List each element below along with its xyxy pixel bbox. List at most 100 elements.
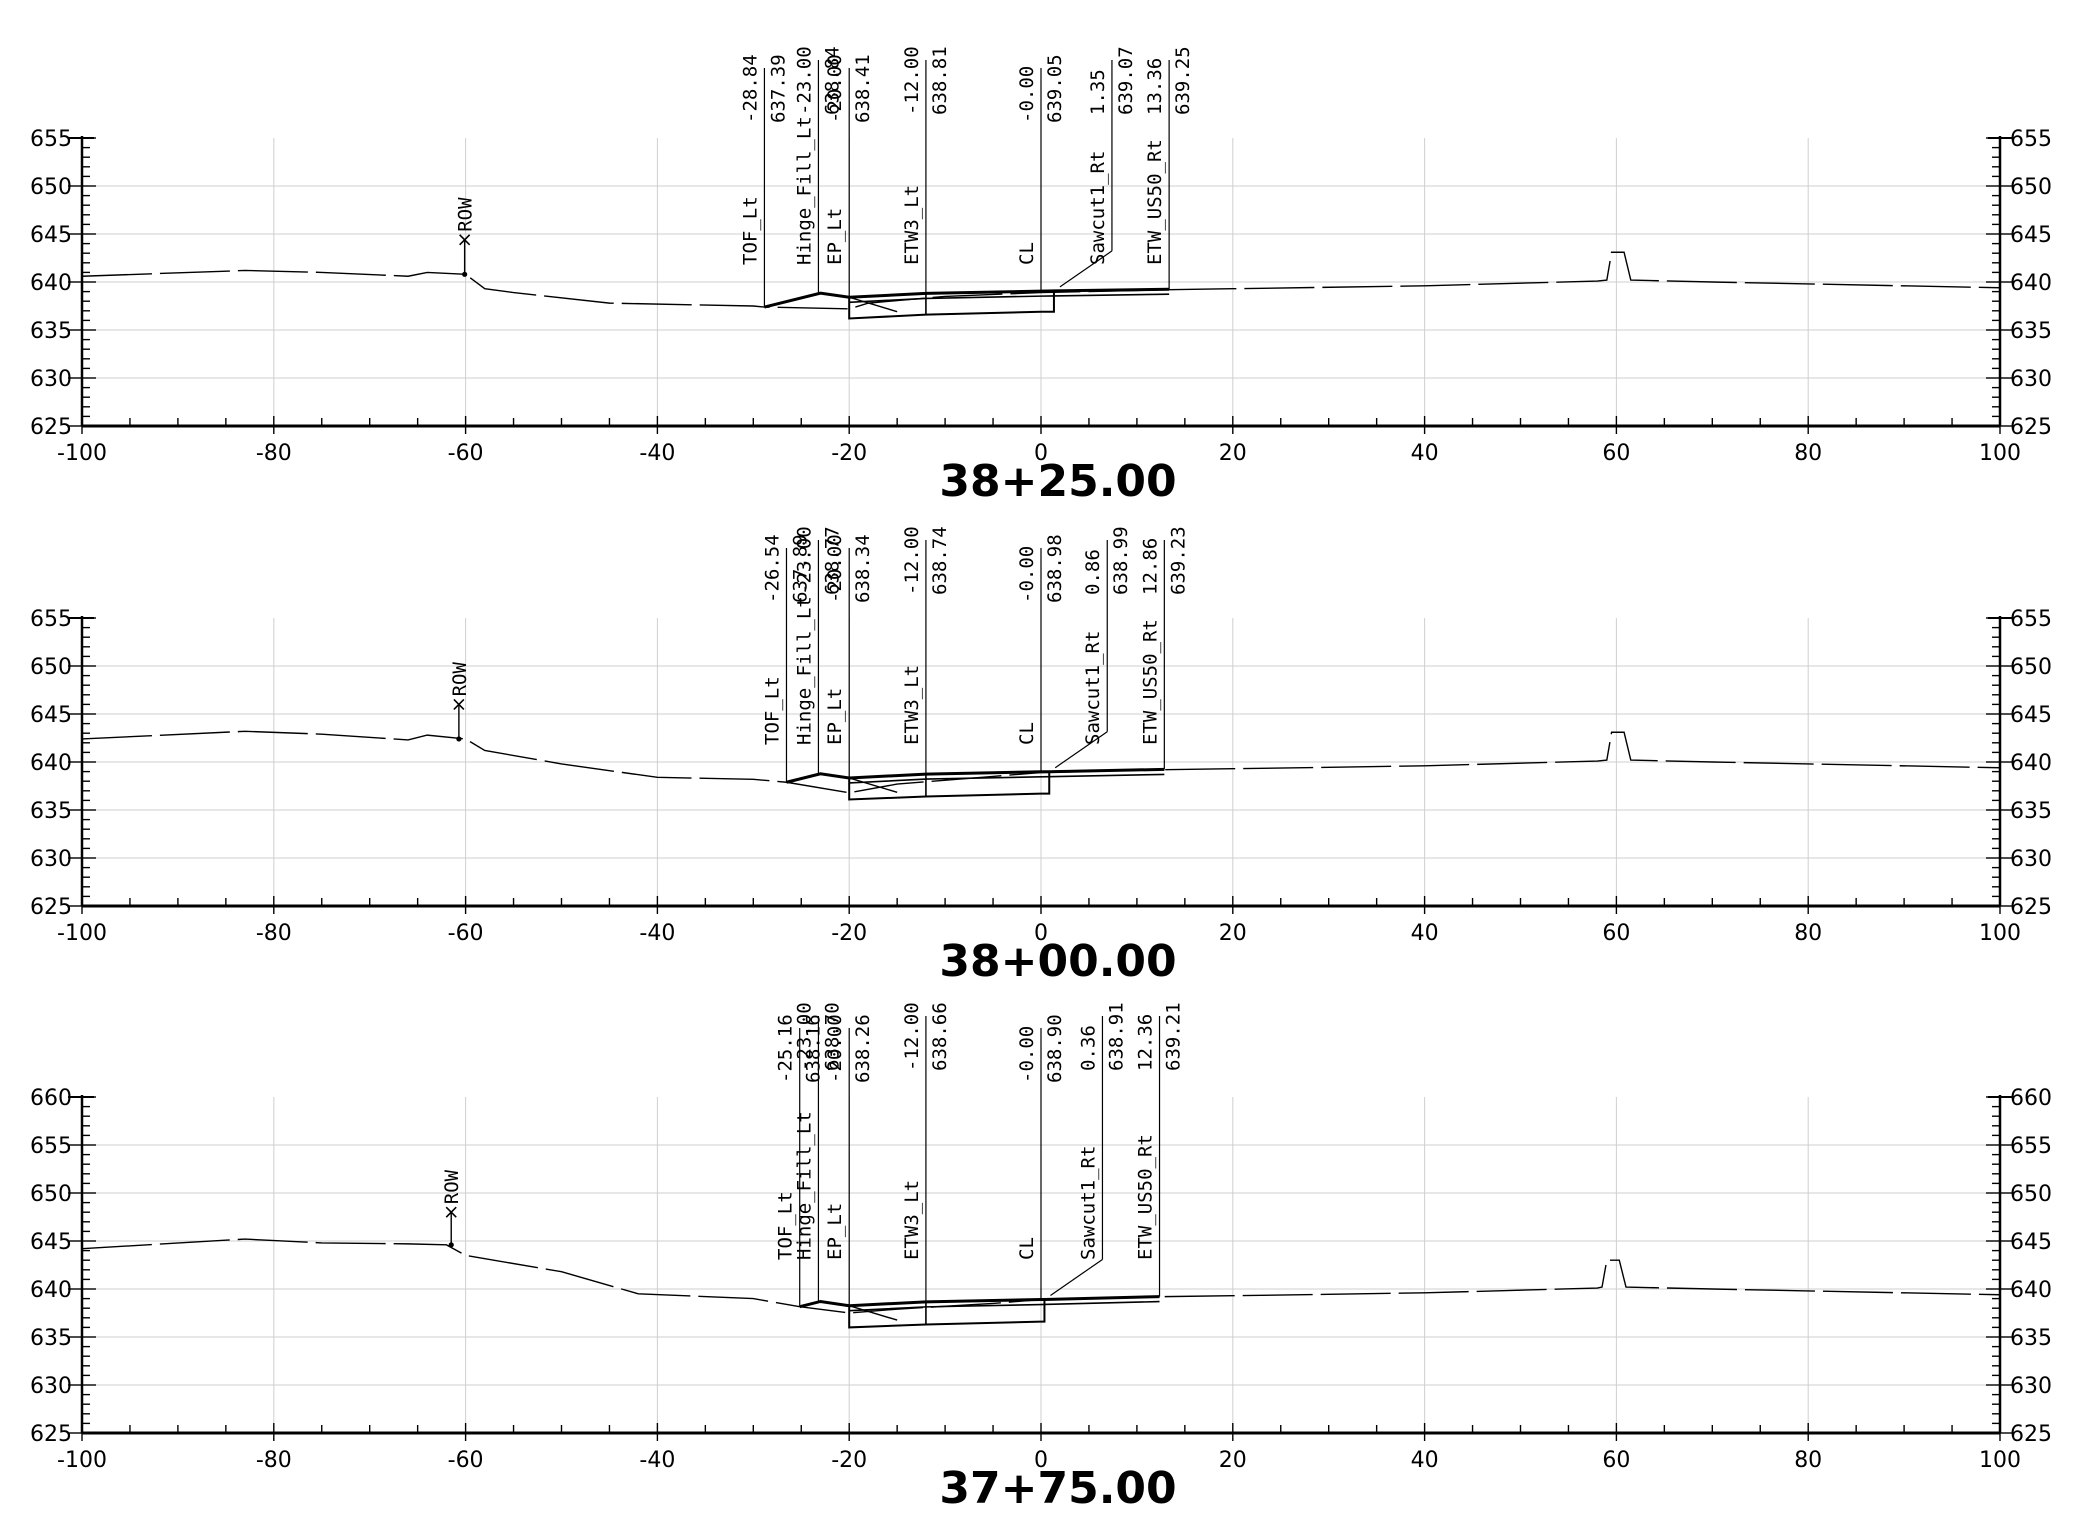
- callout-name-label: ETW_US50_Rt: [1139, 619, 1161, 745]
- y-tick-label-left: 650: [30, 655, 72, 680]
- callout-name-label: Sawcut1_Rt: [1077, 1146, 1099, 1260]
- y-tick-label-left: 655: [30, 1134, 72, 1159]
- x-tick-label: 0: [1034, 1448, 1048, 1473]
- callout-elevation-label: 639.25: [1172, 46, 1194, 115]
- row-label: ROW: [455, 197, 477, 232]
- pavement-layer-line: [849, 1300, 1160, 1312]
- y-tick-label-left: 655: [30, 127, 72, 152]
- y-tick-label-right: 625: [2010, 415, 2052, 440]
- x-tick-label: 20: [1219, 1448, 1247, 1473]
- callout-name-label: ETW3_Lt: [901, 1180, 923, 1260]
- y-tick-label-right: 645: [2010, 223, 2052, 248]
- callout-elevation-label: 638.77: [821, 526, 843, 595]
- x-tick-label: -60: [448, 921, 484, 946]
- x-tick-label: 20: [1219, 441, 1247, 466]
- callout-name-label: Sawcut1_Rt: [1087, 151, 1109, 265]
- x-tick-label: 100: [1979, 921, 2021, 946]
- edge-taper: [848, 296, 898, 313]
- callout-elevation-label: 637.89: [789, 534, 811, 603]
- x-tick-label: -40: [639, 1448, 675, 1473]
- callout-elevation-label: 638.74: [929, 526, 951, 595]
- callout-offset-label: 1.35: [1087, 69, 1109, 115]
- y-tick-label-right: 630: [2010, 367, 2052, 392]
- callout-offset-label: -20.00: [824, 534, 846, 603]
- row-marker-dot: [448, 1242, 454, 1248]
- edge-taper: [848, 1305, 898, 1321]
- y-tick-label-left: 630: [30, 1374, 72, 1399]
- callout-elevation-label: 639.23: [1167, 526, 1189, 595]
- callout-name-label: TOF_Lt: [775, 1191, 797, 1260]
- callout-elevation-label: 638.84: [821, 46, 843, 115]
- callout-elevation-label: 638.16: [803, 1014, 825, 1083]
- y-tick-label-right: 635: [2010, 799, 2052, 824]
- row-x-mark: [459, 234, 471, 246]
- y-tick-label-right: 650: [2010, 655, 2052, 680]
- x-tick-label: 60: [1602, 921, 1630, 946]
- y-tick-label-left: 645: [30, 1230, 72, 1255]
- pavement-section-box: [848, 1299, 1046, 1329]
- callout-offset-label: -26.54: [761, 534, 783, 603]
- callout-offset-label: 12.86: [1139, 538, 1161, 595]
- row-label: ROW: [449, 662, 471, 697]
- callout-offset-label: -12.00: [901, 46, 923, 115]
- y-tick-label-left: 640: [30, 271, 72, 296]
- x-tick-label: -100: [57, 1448, 107, 1473]
- callout-offset-label: -23.00: [793, 526, 815, 595]
- callout-offset-label: 0.86: [1082, 549, 1104, 595]
- callout-name-label: ETW3_Lt: [901, 665, 923, 745]
- y-tick-label-right: 625: [2010, 895, 2052, 920]
- y-tick-label-right: 645: [2010, 703, 2052, 728]
- callout-elevation-label: 638.41: [852, 54, 874, 123]
- x-tick-label: -20: [831, 921, 867, 946]
- y-tick-label-left: 660: [30, 1086, 72, 1111]
- y-tick-label-right: 660: [2010, 1086, 2052, 1111]
- y-tick-label-right: 635: [2010, 319, 2052, 344]
- x-tick-label: -80: [256, 1448, 292, 1473]
- x-tick-label: -20: [831, 1448, 867, 1473]
- y-tick-label-right: 655: [2010, 127, 2052, 152]
- callout-leader-kink: [1050, 1258, 1103, 1296]
- y-tick-label-left: 640: [30, 751, 72, 776]
- y-tick-label-right: 650: [2010, 175, 2052, 200]
- y-tick-label-right: 650: [2010, 1182, 2052, 1207]
- y-tick-label-left: 630: [30, 847, 72, 872]
- row-x-mark: [445, 1206, 457, 1218]
- callout-elevation-label: 639.05: [1044, 54, 1066, 123]
- callout-elevation-label: 638.81: [929, 46, 951, 115]
- row-marker-dot: [456, 736, 462, 742]
- callout-elevation-label: 638.91: [1105, 1002, 1127, 1071]
- station-title: 38+00.00: [939, 936, 1176, 987]
- x-tick-label: 0: [1034, 441, 1048, 466]
- callout-name-label: Hinge_Fill_Lt: [793, 1111, 815, 1260]
- callout-leader-kink: [1059, 250, 1113, 288]
- y-tick-label-left: 640: [30, 1278, 72, 1303]
- callout-name-label: CL: [1016, 1237, 1038, 1260]
- y-tick-label-right: 630: [2010, 1374, 2052, 1399]
- y-tick-label-left: 625: [30, 895, 72, 920]
- y-tick-label-right: 625: [2010, 1422, 2052, 1447]
- cross-section-panel-1: 625 625 630 630 635 635 640 640 645 645 650 650 655 6…: [30, 526, 2052, 987]
- pavement-section-box: [848, 771, 1051, 801]
- callout-name-label: TOF_Lt: [739, 196, 761, 265]
- callout-offset-label: -0.00: [1016, 546, 1038, 603]
- callout-name-label: Sawcut1_Rt: [1082, 631, 1104, 745]
- callout-elevation-label: 639.21: [1163, 1002, 1185, 1071]
- existing-ground-line: [81, 730, 2001, 794]
- callout-elevation-label: 639.07: [1115, 46, 1137, 115]
- callout-elevation-label: 638.70: [821, 1002, 843, 1071]
- callout-leader-kink: [1054, 731, 1108, 769]
- callout-elevation-label: 638.99: [1110, 526, 1132, 595]
- callout-offset-label: -25.16: [775, 1014, 797, 1083]
- y-tick-label-left: 625: [30, 415, 72, 440]
- x-tick-label: 60: [1602, 1448, 1630, 1473]
- callout-offset-label: -23.00: [793, 46, 815, 115]
- y-tick-label-left: 635: [30, 319, 72, 344]
- callout-elevation-label: 638.66: [929, 1002, 951, 1071]
- callout-name-label: EP_Lt: [824, 688, 846, 745]
- y-tick-label-right: 635: [2010, 1326, 2052, 1351]
- callout-offset-label: -0.00: [1016, 1026, 1038, 1083]
- y-tick-label-left: 625: [30, 1422, 72, 1447]
- station-title: 37+75.00: [939, 1463, 1176, 1514]
